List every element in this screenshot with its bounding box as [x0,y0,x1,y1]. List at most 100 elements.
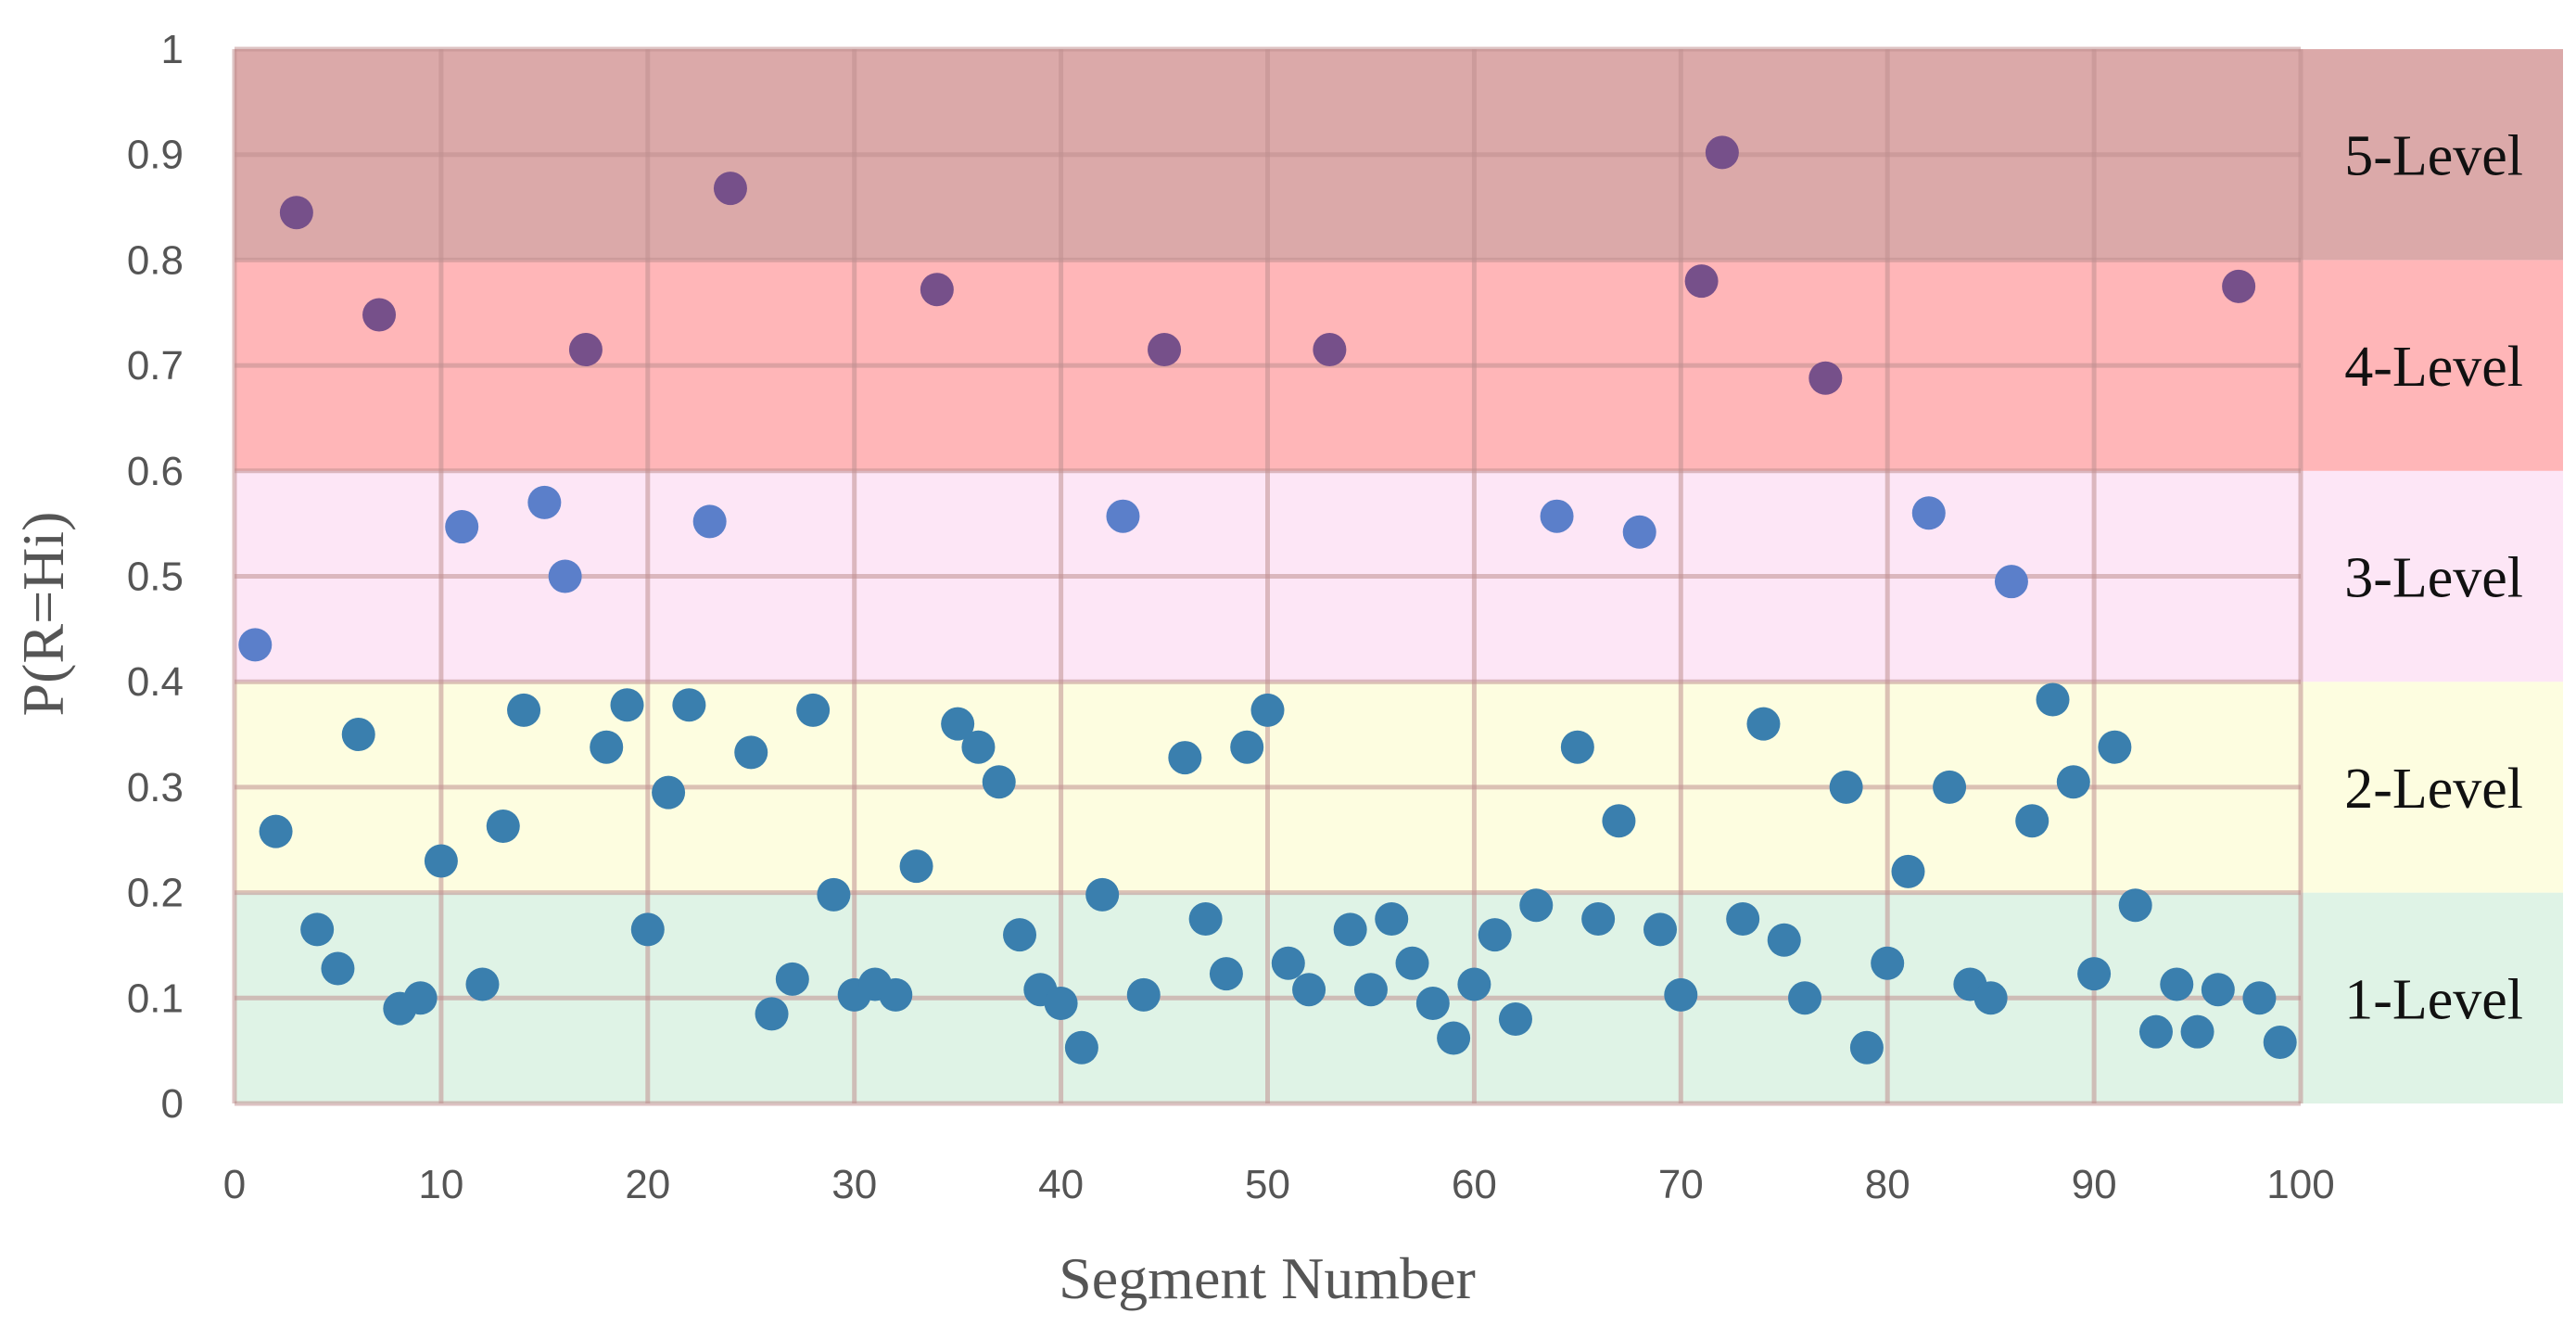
data-point [1209,957,1243,991]
data-point [2263,1026,2297,1060]
y-tick-label: 0.8 [127,237,184,283]
data-point [1994,565,2028,599]
data-point [1375,902,1409,937]
x-tick-labels: 0 10 20 30 40 50 60 70 80 90 100 [223,1162,2335,1207]
data-point [1726,902,1760,937]
data-point [321,951,355,986]
x-tick-label: 60 [1452,1162,1497,1207]
x-tick-label: 30 [831,1162,877,1207]
x-tick-label: 90 [2072,1162,2117,1207]
data-point [1849,1030,1884,1065]
data-point [1395,946,1429,980]
data-point [1064,1030,1098,1065]
y-tick-label: 0.9 [127,133,184,178]
data-point [1767,923,1801,957]
data-points [238,135,2297,1065]
data-point [2138,1014,2173,1049]
data-point [2098,730,2132,764]
data-point [1271,946,1305,980]
data-point [734,735,768,770]
x-tick-label: 0 [223,1162,246,1207]
data-point [1168,741,1202,775]
data-point [961,730,996,764]
y-tick-label: 1 [161,27,184,72]
data-point [1250,693,1285,727]
data-point [1126,977,1161,1012]
data-point [713,172,747,206]
data-point [1746,707,1781,741]
data-point [1829,770,1863,804]
y-tick-label: 0.3 [127,765,184,810]
data-point [982,765,1016,799]
data-point [341,718,375,752]
data-point [300,912,335,947]
x-tick-label: 40 [1038,1162,1084,1207]
data-point [1044,986,1078,1020]
y-tick-label: 0 [161,1081,184,1127]
data-point [1664,977,1698,1012]
data-point [941,707,975,741]
data-point [1085,877,1120,912]
y-tick-label: 0.4 [127,659,184,705]
data-point [2242,981,2277,1015]
data-point [1788,981,1822,1015]
band-label-1-level: 1-Level [2344,968,2523,1031]
data-point [548,559,582,593]
data-point [817,877,851,912]
data-point [527,485,562,519]
data-point [1353,973,1388,1007]
data-point [2036,682,2070,717]
y-tick-label: 0.7 [127,343,184,389]
data-point [590,730,624,764]
data-point [2201,973,2235,1007]
band-label-4-level: 4-Level [2344,336,2523,399]
data-point [2056,765,2090,799]
data-point [1230,730,1264,764]
data-point [920,273,954,307]
data-point [1106,499,1140,533]
band-labels: 1-Level 2-Level 3-Level 4-Level 5-Level [2344,125,2523,1032]
data-point [1540,499,1574,533]
data-point [279,196,313,230]
data-point [692,504,727,539]
data-point [1622,515,1656,549]
data-point [238,628,273,662]
data-point [1498,1002,1532,1037]
data-point [2015,804,2049,838]
x-tick-label: 50 [1245,1162,1290,1207]
data-point [2160,967,2194,1001]
x-tick-label: 20 [625,1162,670,1207]
y-tick-labels: 0 0.1 0.2 0.3 0.4 0.5 0.6 0.7 0.8 0.9 1 [127,27,184,1127]
y-tick-label: 0.6 [127,449,184,494]
data-point [424,844,458,878]
data-point [1333,912,1367,947]
data-point [1602,804,1636,838]
band-label-5-level: 5-Level [2344,125,2523,188]
data-point [1313,333,1347,367]
data-point [2077,957,2112,991]
data-point [403,981,438,1015]
data-point [1871,946,1905,980]
data-point [362,298,397,332]
data-point [1705,135,1739,170]
data-point [1437,1021,1471,1055]
data-point [1292,973,1326,1007]
data-point [630,912,665,947]
data-point [1415,986,1450,1020]
data-point [1519,888,1554,923]
y-tick-label: 0.2 [127,871,184,916]
data-point [775,962,809,996]
data-point [879,977,913,1012]
band-label-3-level: 3-Level [2344,547,2523,610]
data-point [899,849,933,884]
data-point [1911,496,1946,530]
data-point [1581,902,1616,937]
data-point [1457,967,1491,1001]
y-tick-label: 0.1 [127,976,184,1021]
data-point [259,814,293,848]
data-point [610,688,644,722]
band-label-2-level: 2-Level [2344,758,2523,821]
data-point [1973,981,2008,1015]
x-tick-label: 70 [1658,1162,1704,1207]
